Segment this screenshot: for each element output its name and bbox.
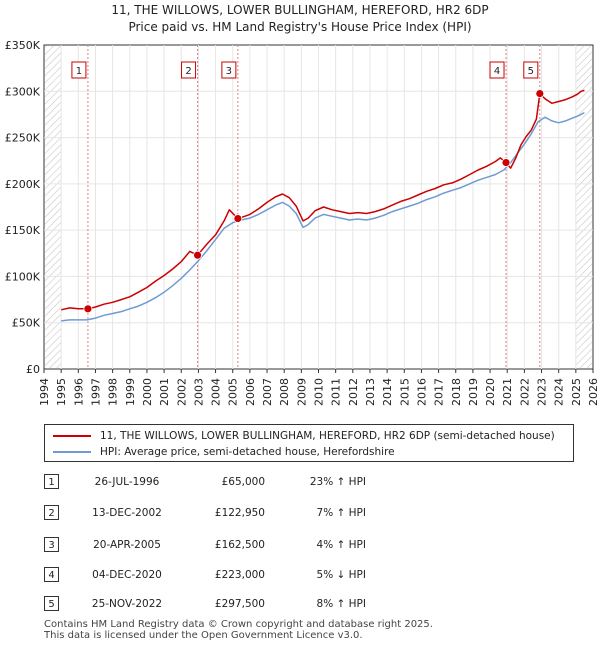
x-tick-label: 2026 (587, 378, 600, 406)
x-tick-label: 1994 (38, 378, 51, 406)
sale-number-badge: 1 (44, 474, 59, 489)
price-chart: 1 2 3 4 5 £0 £50K £100K £150K £200K £250K £300K £35… (5, 39, 600, 406)
x-tick-label: 2002 (175, 378, 188, 406)
y-tick-label: £50K (12, 317, 41, 330)
y-tick-label: £350K (5, 39, 41, 52)
x-tick-label: 1995 (55, 378, 68, 406)
x-tick-label: 2021 (501, 378, 514, 406)
sale-number-box (523, 61, 539, 79)
x-tick-label: 2006 (244, 378, 257, 406)
sale-date: 20-APR-2005 (93, 539, 161, 551)
x-tick-label: 2020 (484, 378, 497, 406)
x-tick-label: 2008 (278, 378, 291, 406)
x-tick-label: 2003 (192, 378, 205, 406)
sale-point (233, 214, 243, 223)
x-tick-label: 1996 (72, 378, 85, 406)
sale-hpi-change: 5% ↓ HPI (316, 569, 366, 581)
hatch-region-end (575, 46, 592, 368)
x-tick-label: 2018 (450, 378, 463, 406)
chart-legend: 11, THE WILLOWS, LOWER BULLINGHAM, HEREF… (44, 424, 574, 462)
x-tick-label: 2015 (398, 378, 411, 406)
hpi-line (61, 111, 585, 322)
sale-hpi-change: 4% ↑ HPI (316, 539, 366, 551)
x-tick-label: 2025 (570, 378, 583, 406)
x-tick-label: 2007 (261, 378, 274, 406)
x-tick-label: 2019 (467, 378, 480, 406)
legend-swatch-red (53, 435, 91, 437)
x-tick-label: 2005 (227, 378, 240, 406)
sale-hpi-change: 8% ↑ HPI (316, 598, 366, 610)
sale-date: 13-DEC-2002 (92, 507, 162, 519)
x-tick-label: 2012 (347, 378, 360, 406)
legend-entry-property: 11, THE WILLOWS, LOWER BULLINGHAM, HEREF… (53, 428, 555, 444)
x-tick-label: 2013 (364, 378, 377, 406)
x-tick-label: 2001 (158, 378, 171, 406)
sale-point (83, 304, 93, 314)
x-tick-label: 2009 (295, 378, 308, 406)
sale-date: 26-JUL-1996 (94, 476, 160, 488)
sale-number-badge: 2 (44, 505, 59, 520)
x-tick-label: 2000 (141, 378, 154, 406)
table-row: 5 25-NOV-2022 £297,500 8% ↑ HPI (0, 594, 600, 614)
sale-date: 04-DEC-2020 (92, 569, 162, 581)
hatch-region-start (45, 46, 62, 368)
sale-number-label: 1 (76, 66, 82, 77)
property-price-line (61, 89, 585, 311)
x-tick-label: 2016 (415, 378, 428, 406)
sale-date: 25-NOV-2022 (91, 598, 163, 610)
sale-price: £223,000 (214, 569, 265, 581)
table-row: 1 26-JUL-1996 £65,000 23% ↑ HPI (0, 472, 600, 492)
sale-price: £162,500 (214, 539, 265, 551)
legend-label-hpi: HPI: Average price, semi-detached house,… (100, 446, 395, 458)
sale-number-label: 3 (226, 66, 232, 77)
table-row: 2 13-DEC-2002 £122,950 7% ↑ HPI (0, 503, 600, 523)
x-tick-label: 2010 (313, 378, 326, 406)
y-tick-label: £300K (5, 85, 41, 98)
x-tick-label: 2014 (381, 378, 394, 406)
y-tick-label: £100K (5, 270, 41, 283)
footer-credits: Contains HM Land Registry data © Crown c… (44, 619, 433, 641)
x-tick-label: 2017 (433, 378, 446, 406)
x-tick-label: 1999 (124, 378, 137, 406)
sale-number-box (221, 61, 237, 79)
sale-number-box (489, 61, 505, 79)
sale-point (193, 250, 202, 260)
x-tick-label: 1998 (107, 378, 120, 406)
table-row: 3 20-APR-2005 £162,500 4% ↑ HPI (0, 535, 600, 555)
sale-number-label: 4 (494, 66, 500, 77)
title-line-1: 11, THE WILLOWS, LOWER BULLINGHAM, HEREF… (111, 3, 489, 17)
x-tick-label: 2022 (518, 378, 531, 406)
title-line-2: Price paid vs. HM Land Registry's House … (128, 20, 472, 34)
sale-price: £297,500 (214, 598, 265, 610)
sale-point (501, 158, 511, 167)
sale-point (535, 89, 545, 98)
sale-number-box (71, 61, 87, 79)
x-tick-label: 2024 (553, 378, 566, 406)
sale-number-badge: 4 (44, 567, 59, 582)
x-tick-label: 2011 (330, 378, 343, 406)
sale-hpi-change: 7% ↑ HPI (316, 507, 366, 519)
legend-entry-hpi: HPI: Average price, semi-detached house,… (53, 444, 395, 460)
sale-number-box (181, 61, 197, 79)
legend-swatch-blue (53, 451, 91, 453)
chart-title: 11, THE WILLOWS, LOWER BULLINGHAM, HEREF… (0, 2, 600, 36)
y-tick-label: £200K (5, 178, 41, 191)
y-tick-label: £0 (26, 363, 40, 376)
sale-price: £122,950 (214, 507, 265, 519)
sale-hpi-change: 23% ↑ HPI (309, 476, 366, 488)
footer-line-2: This data is licensed under the Open Gov… (44, 630, 363, 641)
sale-number-badge: 5 (44, 596, 59, 611)
y-tick-label: £250K (5, 132, 41, 145)
legend-label-property: 11, THE WILLOWS, LOWER BULLINGHAM, HEREF… (100, 430, 555, 442)
x-tick-label: 2023 (536, 378, 549, 406)
footer-line-1: Contains HM Land Registry data © Crown c… (44, 619, 433, 630)
y-tick-label: £150K (5, 224, 41, 237)
sale-number-label: 5 (528, 66, 534, 77)
table-row: 4 04-DEC-2020 £223,000 5% ↓ HPI (0, 565, 600, 585)
sale-number-badge: 3 (44, 537, 59, 552)
x-tick-label: 1997 (89, 378, 102, 406)
sale-number-label: 2 (185, 66, 191, 77)
sale-price: £65,000 (221, 476, 265, 488)
x-tick-label: 2004 (210, 378, 223, 406)
